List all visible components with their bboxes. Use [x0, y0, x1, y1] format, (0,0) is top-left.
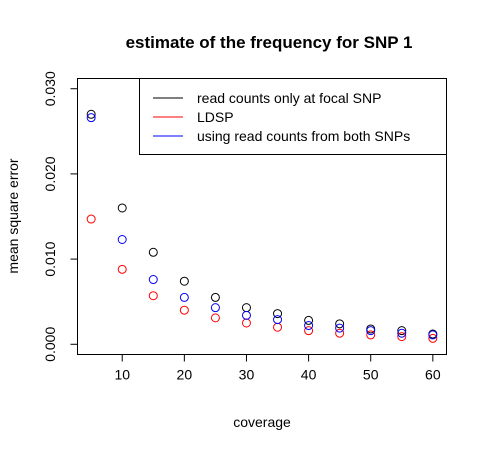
x-tick-label: 50 — [363, 367, 379, 383]
x-tick-label: 10 — [114, 367, 130, 383]
x-tick-label: 30 — [239, 367, 255, 383]
data-point — [210, 303, 220, 313]
legend-label: read counts only at focal SNP — [197, 90, 381, 106]
data-point — [397, 332, 407, 342]
data-point — [428, 330, 438, 340]
y-tick-label: 0.030 — [42, 71, 58, 106]
data-point — [179, 276, 189, 286]
data-point — [86, 113, 96, 123]
data-point — [148, 275, 158, 285]
data-point — [117, 264, 127, 274]
legend-box — [139, 78, 447, 155]
data-point — [241, 310, 251, 320]
data-point — [117, 203, 127, 213]
data-point — [179, 305, 189, 315]
x-axis: 10 20 30 40 50 60 — [114, 354, 441, 383]
x-tick-label: 40 — [301, 367, 317, 383]
y-tick-label: 0.010 — [42, 241, 58, 276]
data-point — [179, 292, 189, 302]
x-axis-label: coverage — [233, 414, 291, 430]
data-point — [241, 318, 251, 328]
data-point — [210, 313, 220, 323]
legend: read counts only at focal SNP LDSP using r… — [139, 78, 447, 155]
x-tick-label: 20 — [177, 367, 193, 383]
data-point — [397, 328, 407, 338]
data-point — [366, 330, 376, 340]
data-point — [210, 292, 220, 302]
data-points — [86, 109, 438, 343]
data-point — [366, 326, 376, 336]
data-point — [273, 322, 283, 332]
data-point — [304, 321, 314, 331]
y-tick-label: 0.000 — [42, 327, 58, 362]
data-point — [117, 235, 127, 244]
data-point — [273, 315, 283, 325]
data-point — [241, 303, 251, 313]
data-point — [304, 315, 314, 325]
data-point — [148, 291, 158, 301]
plot-frame — [77, 78, 447, 355]
legend-label: using read counts from both SNPs — [197, 128, 410, 144]
y-axis-label: mean square error — [5, 158, 21, 274]
data-point — [304, 326, 314, 336]
legend-label: LDSP — [197, 109, 234, 125]
data-point — [148, 247, 158, 257]
y-tick-label: 0.020 — [42, 156, 58, 191]
data-point — [397, 326, 407, 336]
data-point — [86, 214, 96, 224]
x-tick-label: 60 — [425, 367, 441, 383]
data-point — [335, 323, 345, 333]
data-point — [428, 333, 438, 343]
y-axis: 0.000 0.010 0.020 0.030 — [42, 71, 78, 362]
data-point — [273, 309, 283, 319]
data-point — [86, 109, 96, 119]
data-point — [335, 319, 345, 329]
chart-title: estimate of the frequency for SNP 1 — [126, 33, 413, 52]
data-point — [335, 328, 345, 338]
